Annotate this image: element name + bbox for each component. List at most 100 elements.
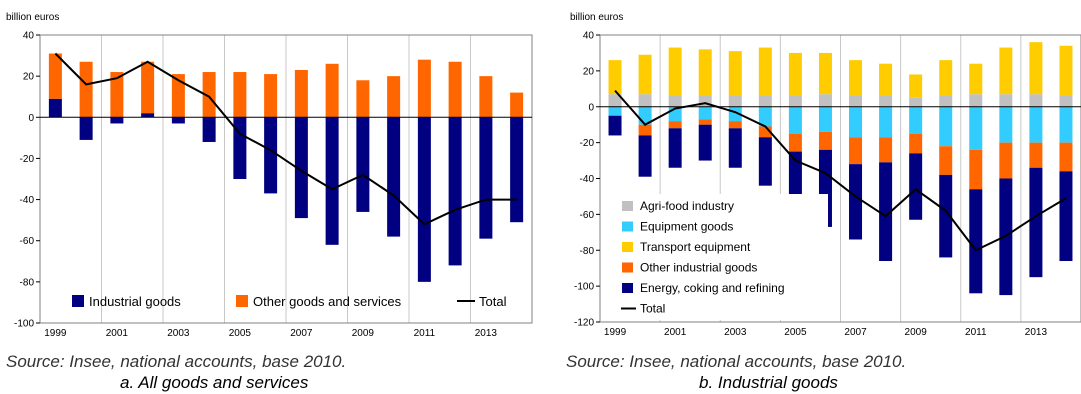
x-tick-label: 1999 (604, 327, 627, 338)
bar-transport-equipment (818, 52, 832, 95)
x-tick-label: 2003 (167, 328, 190, 339)
bar-transport-equipment (728, 51, 742, 96)
bar-other-goods-and-services (356, 80, 370, 118)
bar-other-goods-and-services (417, 59, 431, 118)
y-tick-label: 40 (23, 31, 35, 42)
bar-equipment-goods (1059, 106, 1073, 143)
total-line (54, 52, 517, 226)
bar-agri-food-industry (1059, 95, 1073, 107)
bar-transport-equipment (668, 47, 682, 96)
bar-other-goods-and-services (448, 61, 462, 118)
bar-other-industrial-goods (758, 126, 772, 138)
legend-swatch (622, 221, 633, 232)
bar-energy-coking-and-refining (728, 128, 742, 168)
bar-energy-coking-and-refining (698, 124, 712, 161)
bar-equipment-goods (909, 106, 923, 134)
bar-other-industrial-goods (879, 137, 893, 163)
y-tick-label: 0 (588, 102, 594, 113)
y-tick-label: -100 (14, 319, 34, 330)
bar-other-goods-and-services (233, 72, 247, 118)
bar-other-industrial-goods (698, 119, 712, 125)
bar-agri-food-industry (849, 95, 863, 107)
y-tick-label: -20 (20, 154, 35, 165)
legend-entry: Agri-food industry (640, 199, 734, 213)
bar-equipment-goods (818, 106, 832, 132)
source-note-a: Source: Insee, national accounts, base 2… (6, 352, 347, 371)
bar-other-industrial-goods (1029, 142, 1043, 168)
x-tick-label: 2005 (784, 327, 807, 338)
bar-energy-coking-and-refining (608, 115, 622, 136)
bar-other-goods-and-services (202, 72, 216, 118)
legend-entry: Energy, coking and refining (640, 281, 785, 295)
legend-entry: Equipment goods (640, 220, 733, 234)
bar-industrial-goods (202, 117, 216, 142)
y-tick-label: 20 (23, 72, 35, 83)
bar-other-industrial-goods (728, 121, 742, 129)
bar-industrial-goods (171, 117, 185, 124)
bar-agri-food-industry (909, 97, 923, 107)
bar-agri-food-industry (788, 95, 802, 107)
y-tick-label: -100 (574, 282, 594, 293)
bar-transport-equipment (1059, 45, 1073, 96)
legend-entry: Other goods and services (253, 294, 402, 309)
bar-energy-coking-and-refining (758, 137, 772, 186)
x-tick-label: 2007 (844, 327, 867, 338)
x-tick-label: 2009 (352, 328, 375, 339)
bar-industrial-goods (48, 98, 62, 118)
legend-box (616, 194, 828, 320)
legend-swatch (622, 262, 633, 273)
chart-caption-a: a. All goods and services (120, 373, 309, 392)
bar-industrial-goods (141, 113, 155, 118)
legend-swatch (622, 201, 633, 211)
bar-transport-equipment (849, 60, 863, 96)
legend-swatch (236, 295, 248, 307)
bar-other-industrial-goods (969, 149, 983, 190)
x-tick-label: 1999 (44, 328, 67, 339)
bar-equipment-goods (849, 106, 863, 138)
legend-swatch (622, 242, 633, 252)
bar-transport-equipment (999, 47, 1013, 95)
x-tick-label: 2011 (965, 327, 987, 338)
x-tick-label: 2007 (290, 328, 313, 339)
bar-other-industrial-goods (1059, 142, 1073, 172)
bar-agri-food-industry (638, 94, 652, 107)
bar-energy-coking-and-refining (879, 162, 893, 262)
legend-entry: Total (640, 302, 665, 316)
bar-agri-food-industry (698, 95, 712, 107)
bar-energy-coking-and-refining (909, 153, 923, 220)
legend-entry: Total (479, 294, 507, 309)
bar-industrial-goods (417, 117, 431, 282)
x-tick-label: 2001 (664, 327, 687, 338)
total-line (614, 89, 1067, 252)
bar-agri-food-industry (939, 95, 953, 107)
y-tick-label: -40 (580, 174, 595, 185)
bar-industrial-goods (233, 117, 247, 179)
bar-industrial-goods (294, 117, 308, 219)
bar-industrial-goods (510, 117, 524, 223)
y-tick-label: 40 (583, 31, 595, 42)
x-tick-label: 2001 (106, 328, 129, 339)
bar-other-goods-and-services (48, 53, 62, 99)
bar-other-industrial-goods (999, 142, 1013, 179)
bar-industrial-goods (448, 117, 462, 266)
legend-entry: Other industrial goods (640, 261, 757, 275)
y-tick-label: -80 (580, 246, 595, 257)
legend: Industrial goods Other goods and services… (72, 294, 507, 309)
bar-industrial-goods (110, 117, 124, 124)
bar-energy-coking-and-refining (638, 135, 652, 177)
bar-energy-coking-and-refining (1059, 171, 1073, 262)
legend-entry: Transport equipment (640, 240, 751, 254)
bar-other-goods-and-services (264, 74, 278, 118)
bar-other-goods-and-services (79, 61, 93, 118)
bar-equipment-goods (999, 106, 1013, 143)
bar-other-industrial-goods (909, 133, 923, 154)
bar-other-goods-and-services (325, 63, 339, 118)
chart-a: billion euros 40 20 0 -20 -40 -60 -80 -100 1999 20… (6, 12, 533, 339)
bar-agri-food-industry (728, 95, 742, 107)
x-tick-label: 2013 (1025, 327, 1048, 338)
bar-transport-equipment (608, 60, 622, 95)
bar-other-goods-and-services (387, 76, 401, 118)
bar-transport-equipment (1029, 42, 1043, 95)
bar-transport-equipment (939, 60, 953, 96)
